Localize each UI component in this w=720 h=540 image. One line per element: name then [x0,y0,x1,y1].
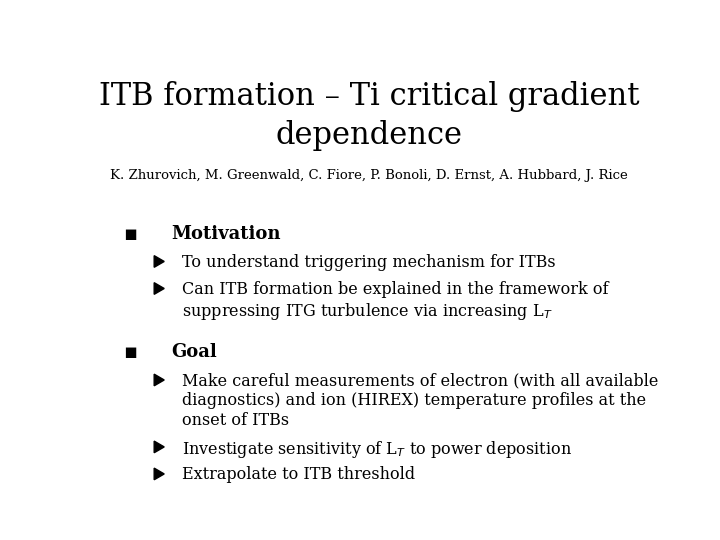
Text: K. Zhurovich, M. Greenwald, C. Fiore, P. Bonoli, D. Ernst, A. Hubbard, J. Rice: K. Zhurovich, M. Greenwald, C. Fiore, P.… [110,168,628,182]
Polygon shape [154,441,164,453]
Polygon shape [154,374,164,386]
Polygon shape [154,468,164,480]
Text: Goal: Goal [171,343,217,361]
Text: ITB formation – Ti critical gradient
dependence: ITB formation – Ti critical gradient dep… [99,82,639,151]
Text: Investigate sensitivity of L$_T$ to power deposition: Investigate sensitivity of L$_T$ to powe… [182,440,572,461]
Text: Extrapolate to ITB threshold: Extrapolate to ITB threshold [182,467,415,483]
Polygon shape [154,282,164,294]
Polygon shape [154,255,164,267]
Text: To understand triggering mechanism for ITBs: To understand triggering mechanism for I… [182,254,556,271]
Text: ▪: ▪ [124,225,138,244]
Text: ▪: ▪ [124,343,138,362]
Text: Make careful measurements of electron (with all available
diagnostics) and ion (: Make careful measurements of electron (w… [182,373,659,429]
Text: Can ITB formation be explained in the framework of
suppressing ITG turbulence vi: Can ITB formation be explained in the fr… [182,281,608,322]
Text: Motivation: Motivation [171,225,280,243]
